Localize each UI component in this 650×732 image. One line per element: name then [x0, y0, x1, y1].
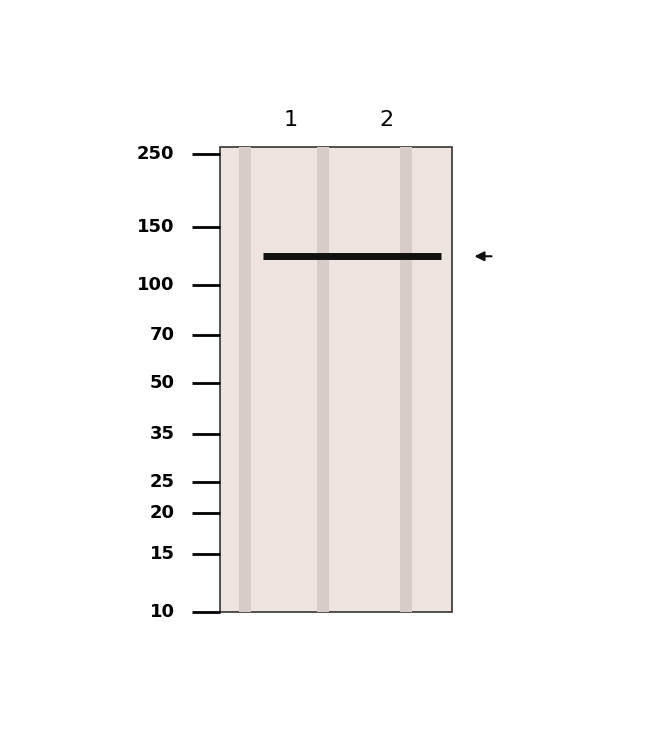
Text: 100: 100 [137, 275, 174, 294]
Bar [220, 147, 452, 612]
Text: 35: 35 [150, 425, 174, 443]
Bar [239, 147, 252, 612]
Bar [317, 147, 330, 612]
Text: 10: 10 [150, 603, 174, 621]
Text: 1: 1 [283, 110, 297, 130]
Text: 150: 150 [137, 218, 174, 236]
Text: 2: 2 [379, 110, 393, 130]
Bar [400, 147, 413, 612]
Text: 25: 25 [150, 473, 174, 490]
Text: 20: 20 [150, 504, 174, 523]
Text: 70: 70 [150, 326, 174, 344]
Text: 250: 250 [137, 145, 174, 163]
Text: 50: 50 [150, 374, 174, 392]
Text: 15: 15 [150, 545, 174, 564]
